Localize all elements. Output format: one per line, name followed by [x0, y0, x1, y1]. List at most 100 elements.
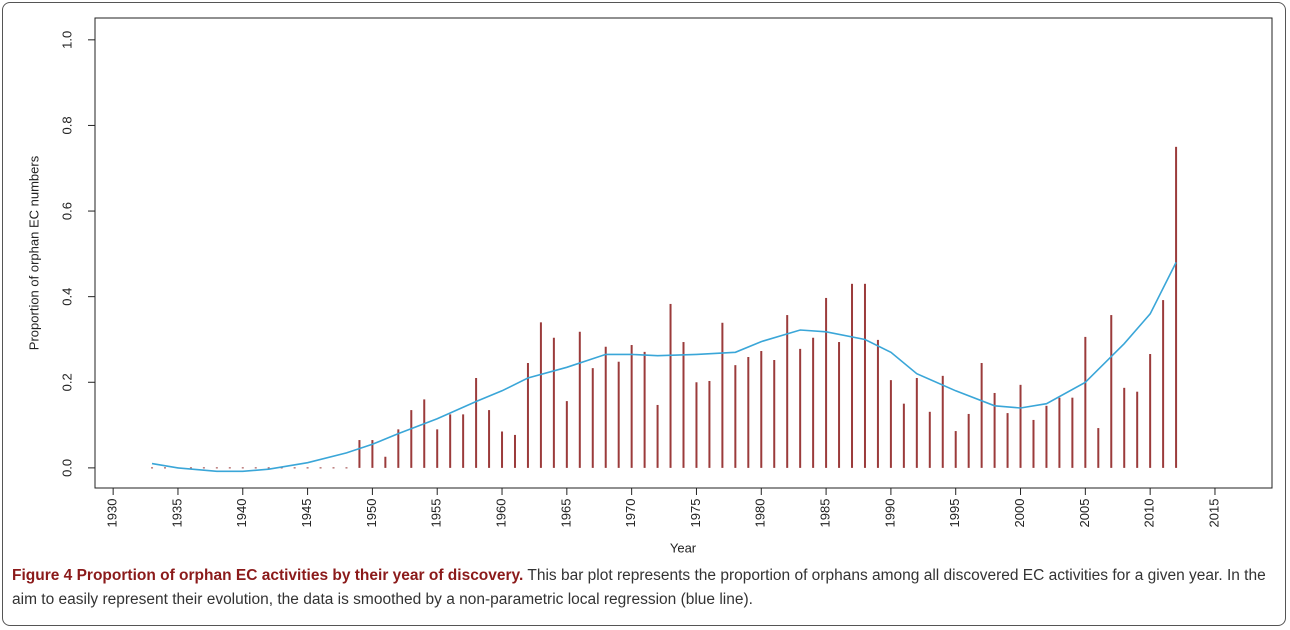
- x-tick-label: 2015: [1206, 499, 1221, 528]
- bar: [1110, 315, 1113, 468]
- bar: [591, 368, 594, 468]
- bar: [669, 303, 672, 468]
- bar: [838, 342, 841, 468]
- bar: [604, 346, 607, 468]
- bar: [1097, 428, 1100, 468]
- bar: [384, 456, 387, 468]
- bar: [371, 440, 374, 468]
- bar: [1149, 354, 1152, 468]
- bar: [293, 467, 296, 469]
- x-tick-label: 1945: [299, 499, 314, 528]
- bar: [1175, 146, 1178, 468]
- bar: [941, 375, 944, 468]
- y-tick-label: 0.6: [59, 202, 74, 220]
- bar: [578, 331, 581, 468]
- bar: [682, 342, 685, 468]
- x-tick-label: 1990: [882, 499, 897, 528]
- bar: [721, 322, 724, 468]
- bar: [980, 363, 983, 468]
- bar: [358, 440, 361, 468]
- bar: [475, 377, 478, 468]
- x-tick-label: 1955: [429, 499, 444, 528]
- bar: [1006, 413, 1009, 468]
- bar: [189, 467, 192, 469]
- chart: Proportion of orphan EC numbers Year 0.0…: [26, 17, 1273, 555]
- bar: [1058, 397, 1061, 468]
- bar: [565, 401, 568, 468]
- y-axis-label: Proportion of orphan EC numbers: [26, 155, 41, 350]
- bar: [773, 360, 776, 468]
- bar: [1045, 405, 1048, 468]
- bar: [1084, 336, 1087, 468]
- bar: [786, 315, 789, 468]
- x-tick-label: 1940: [234, 499, 249, 528]
- bar: [1032, 419, 1035, 468]
- bar: [967, 413, 970, 468]
- x-tick-label: 1930: [105, 499, 120, 528]
- bar: [630, 345, 633, 468]
- y-tick-label: 0.0: [59, 459, 74, 477]
- bar: [1071, 397, 1074, 468]
- bar: [954, 431, 957, 468]
- bar: [267, 467, 270, 469]
- y-tick-label: 0.4: [59, 288, 74, 306]
- y-tick-label: 1.0: [59, 31, 74, 49]
- plot-box: [94, 17, 1273, 489]
- bar: [825, 297, 828, 468]
- bar: [760, 351, 763, 468]
- x-tick-label: 2010: [1142, 499, 1157, 528]
- bar: [812, 337, 815, 468]
- x-axis-label: Year: [670, 540, 697, 555]
- bar: [215, 467, 218, 469]
- bar: [397, 429, 400, 468]
- bar: [306, 467, 309, 469]
- bar: [1019, 384, 1022, 468]
- bar: [993, 392, 996, 468]
- bar: [539, 322, 542, 468]
- bar: [202, 467, 205, 469]
- x-tick-label: 1935: [169, 499, 184, 528]
- bar: [436, 429, 439, 468]
- bar: [449, 414, 452, 468]
- x-tick-label: 2000: [1012, 499, 1027, 528]
- bar: [488, 410, 491, 468]
- bar: [734, 365, 737, 468]
- bar: [423, 399, 426, 468]
- bar: [928, 411, 931, 468]
- bar: [410, 410, 413, 468]
- bar: [851, 283, 854, 468]
- caption-text: This bar plot represents the proportion …: [12, 567, 1266, 608]
- bar: [695, 382, 698, 468]
- bar: [617, 361, 620, 468]
- x-tick-label: 1965: [558, 499, 573, 528]
- bar: [526, 363, 529, 468]
- bar: [656, 404, 659, 468]
- bar: [241, 467, 244, 469]
- caption-bold: Figure 4 Proportion of orphan EC activit…: [12, 567, 524, 584]
- bar: [151, 467, 154, 469]
- smooth-line: [151, 262, 1177, 473]
- bar: [513, 434, 516, 468]
- bar: [876, 339, 879, 468]
- bar: [708, 380, 711, 468]
- bar: [462, 414, 465, 468]
- x-tick-label: 2005: [1077, 499, 1092, 528]
- x-tick-label: 1985: [818, 499, 833, 528]
- bar: [902, 403, 905, 468]
- y-tick-label: 0.2: [59, 373, 74, 391]
- bar: [163, 467, 166, 469]
- bar: [254, 467, 257, 469]
- bar: [345, 467, 348, 469]
- y-tick-label: 0.8: [59, 116, 74, 134]
- bar: [1136, 391, 1139, 468]
- bar: [643, 351, 646, 468]
- x-tick-label: 1980: [753, 499, 768, 528]
- caption: Figure 4 Proportion of orphan EC activit…: [12, 564, 1274, 612]
- bar: [747, 357, 750, 468]
- x-tick-label: 1970: [623, 499, 638, 528]
- bar: [319, 467, 322, 469]
- bar: [799, 348, 802, 468]
- x-tick-label: 1960: [493, 499, 508, 528]
